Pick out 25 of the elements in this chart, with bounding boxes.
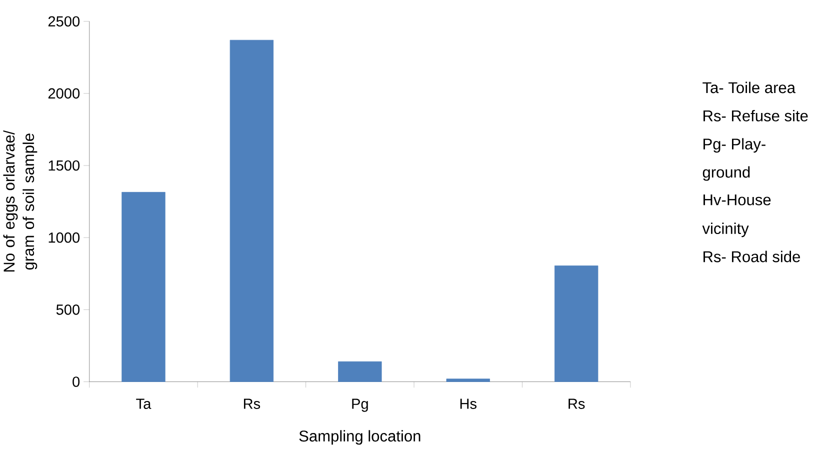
x-tick-label: Ta [136, 398, 152, 409]
y-tick-label: 2500 [48, 16, 80, 26]
text: Rs- Refuse site [704, 110, 808, 122]
text: ground [702, 166, 750, 181]
bar [338, 361, 382, 382]
y-tick-label: 0 [72, 376, 80, 387]
text: Ta- Toile area [702, 82, 796, 94]
bar [230, 40, 274, 382]
x-tick-label: Rs [244, 398, 260, 409]
y-tick-label: 1500 [48, 160, 80, 170]
y-axis-title: No of eggs orlarvae/ gram of soil sample [3, 130, 38, 272]
bar [446, 378, 490, 382]
x-tick-label: Pg [352, 398, 368, 412]
bar [554, 265, 598, 382]
x-axis-title: Sampling location [299, 430, 420, 444]
y-tick-label: 500 [56, 304, 80, 315]
text: Rs- Road side [704, 250, 800, 262]
y-tick-label: 2000 [48, 88, 80, 98]
bar [122, 192, 166, 382]
text: Pg- Play- [704, 138, 766, 152]
text: Hv-House [704, 194, 771, 206]
x-tick-label: Rs [568, 398, 585, 409]
text: vicinity [702, 222, 749, 237]
y-tick-label: 1000 [48, 232, 80, 243]
x-tick-label: Hs [460, 398, 476, 409]
